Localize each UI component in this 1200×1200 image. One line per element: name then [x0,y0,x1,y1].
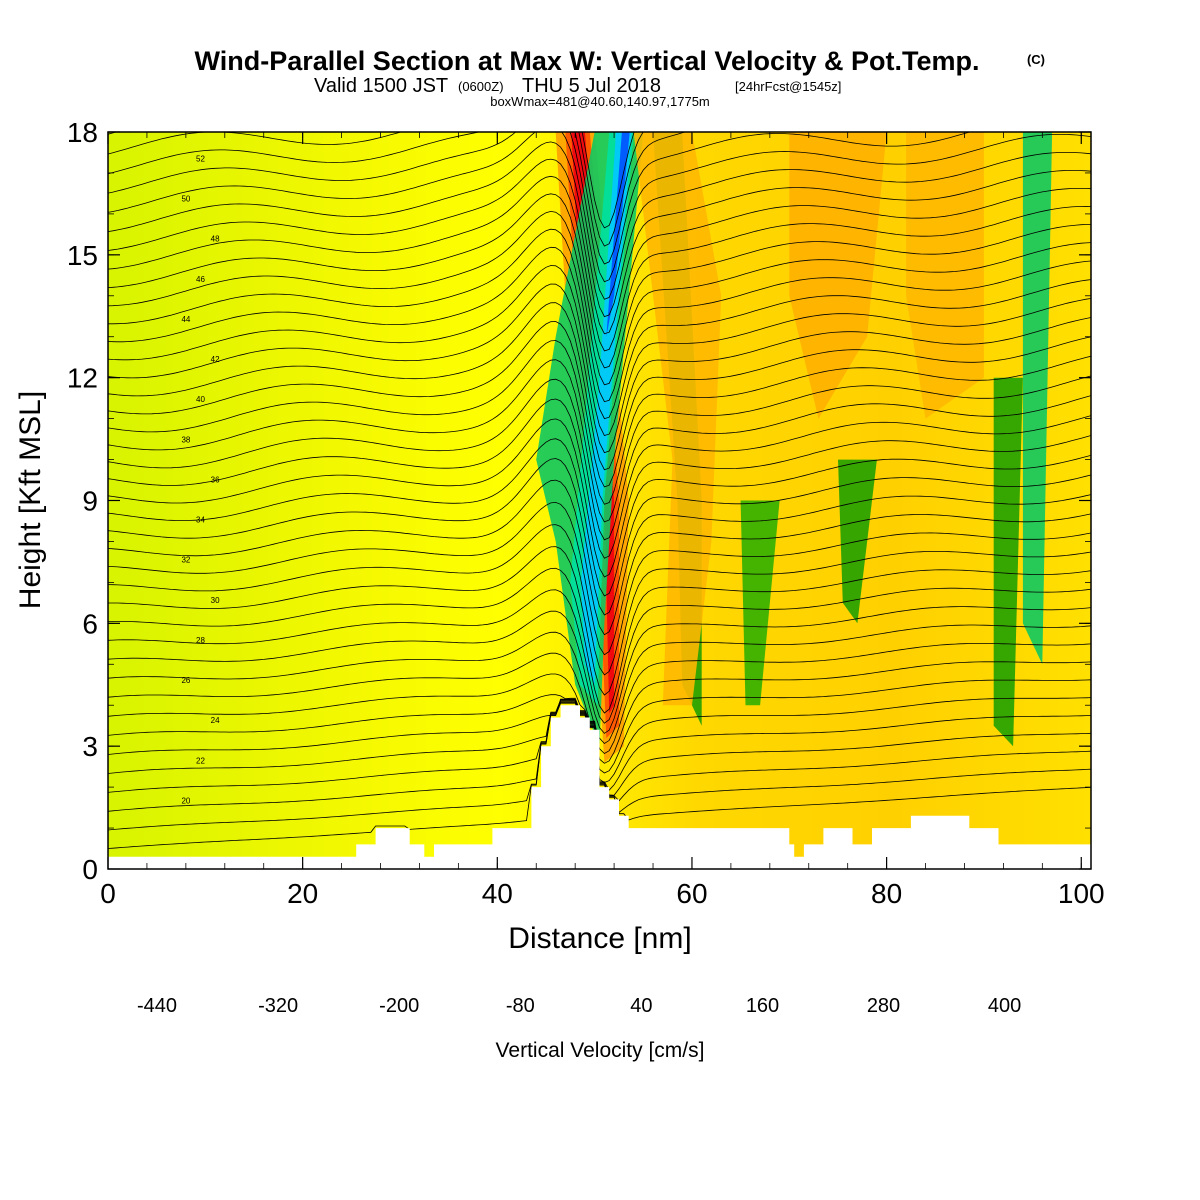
isentrope-line [108,132,971,283]
isentrope-line [108,606,1091,734]
isentrope-line [108,458,1091,616]
contour-label: 28 [196,636,205,645]
plot-area: 20 22 24 26 28 30 32 34 36 38 40 42 44 46 48 50 52 [108,132,1091,869]
contour-label: 36 [211,476,220,485]
wave-orange-3 [906,132,984,419]
isentrope-line [108,210,1091,386]
x-tick-label: 100 [1058,878,1105,909]
chart-title: Wind-Parallel Section at Max W: Vertical… [195,46,980,76]
y-tick-label: 6 [82,608,98,639]
y-tick-label: 12 [67,363,98,394]
x-tick-label: 20 [287,878,318,909]
contour-label: 32 [181,556,190,565]
isentrope-line [108,546,1091,696]
wave-green-5 [1022,132,1053,665]
valid-time-local: Valid 1500 JST [314,75,448,97]
isentrope-line [108,438,1091,597]
colorbar-tick-label: -320 [258,995,298,1017]
x-tick-label: 40 [482,878,513,909]
contour-label: 44 [181,315,190,324]
y-tick-label: 3 [82,731,98,762]
isentrope-line [108,132,635,229]
isentrope-line [108,359,1091,523]
colorbar-tick-label: -200 [379,995,419,1017]
isentrope-line [108,158,1091,335]
valid-time-utc: (0600Z) [458,79,504,94]
contour-label: 22 [196,756,205,765]
isentrope-line [108,587,1091,724]
isentrope-line [108,175,1091,352]
isentrope-line [108,479,1091,636]
contour-label: 50 [181,195,190,204]
wave-orange-2 [789,132,887,419]
terrain-profile [108,705,1091,869]
colorbar-tick-label: 160 [746,995,779,1017]
box-wmax-info: boxWmax=481@40.60,140.97,1775m [490,94,710,109]
contour-label: 46 [196,275,205,284]
y-tick-label: 18 [67,117,98,148]
x-axis-label: Distance [nm] [508,922,691,955]
contour-label: 48 [211,235,220,244]
isentrope-line [108,141,1091,318]
y-axis-label: Height [Kft MSL] [14,391,47,609]
contour-label: 42 [211,355,220,364]
isentrope-line [108,418,1091,578]
contour-label: 30 [211,596,220,605]
x-axis: 0 20 40 60 80 100 [100,132,1105,909]
contour-label: 40 [196,395,205,404]
copyright-mark: (C) [1027,52,1045,67]
x-tick-label: 0 [100,878,116,909]
isentrope-line [108,132,644,247]
valid-date: THU 5 Jul 2018 [522,75,661,97]
isentrope-line [108,283,1091,454]
isentrope-line [108,398,1091,559]
x-tick-label: 60 [676,878,707,909]
isentrope-line [108,378,1091,541]
colorbar-tick-label: 400 [988,995,1021,1017]
contour-label: 52 [196,155,205,164]
colorbar-tick-label: 280 [867,995,900,1017]
valid-time-line: Valid 1500 JST (0600Z) THU 5 Jul 2018 [2… [314,75,841,97]
x-tick-label: 80 [871,878,902,909]
isentrope-line [108,501,1091,656]
colorbar-title: Vertical Velocity [cm/s] [496,1039,705,1062]
y-tick-label: 0 [82,854,98,885]
wave-green-4 [993,377,1023,747]
colorbar-labels: -440 -320 -200 -80 40 160 280 400 [137,995,1021,1017]
isentrope-line [108,302,1091,471]
isentrope-line [108,228,1091,403]
wave-orange-1 [633,132,722,706]
colorbar-tick-label: -80 [506,995,535,1017]
isentrope-line [108,132,1091,300]
isentrope-line [108,340,1091,505]
y-tick-label: 15 [67,240,98,271]
colorbar-tick-label: -440 [137,995,177,1017]
isentrope-line [108,132,687,265]
contour-label: 24 [211,716,220,725]
isentrope-line [108,567,1091,714]
isentrope-line [108,321,1091,488]
y-tick-label: 9 [82,486,98,517]
contour-label: 26 [181,676,190,685]
forecast-info: [24hrFcst@1545z] [735,79,841,94]
contour-label: 20 [181,797,190,806]
isentrope-line [108,265,1091,436]
isentrope-line [108,193,1091,369]
colorbar-tick-label: 40 [630,995,652,1017]
isentrope-line [108,246,1091,420]
contour-label: 34 [196,516,205,525]
wave-green-2 [740,500,780,706]
contour-label: 38 [181,435,190,444]
isentrope-line [108,524,1091,676]
